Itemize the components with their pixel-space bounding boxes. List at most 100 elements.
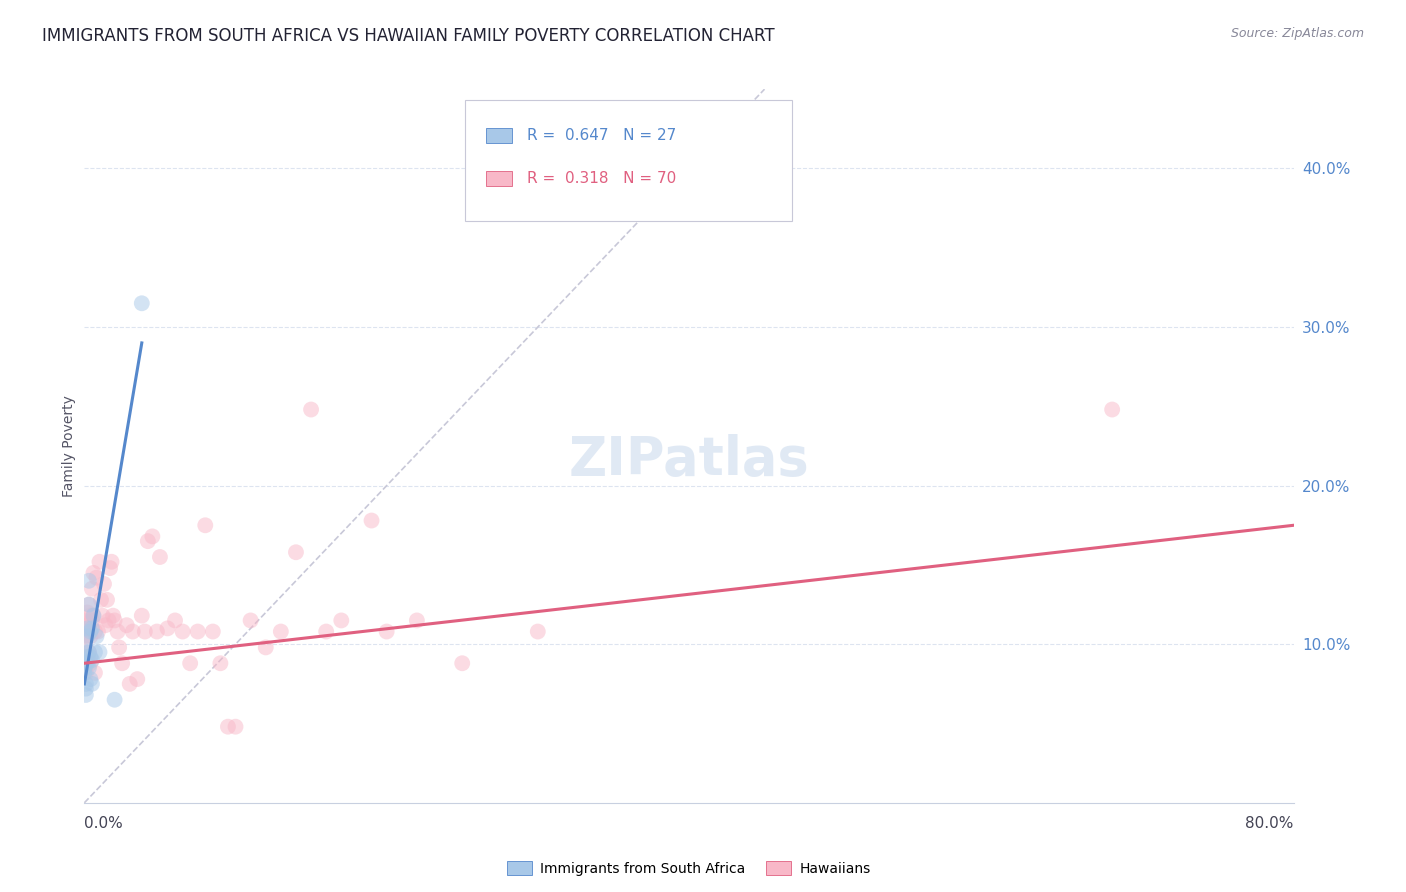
Point	[84, 665, 107, 680]
Point	[115, 618, 138, 632]
Point	[299, 402, 322, 417]
Point	[82, 608, 104, 623]
Point	[84, 624, 107, 639]
Point	[84, 645, 107, 659]
Point	[217, 720, 239, 734]
Point	[526, 624, 548, 639]
Point	[76, 629, 98, 643]
Point	[1101, 402, 1123, 417]
Point	[172, 624, 194, 639]
Point	[100, 555, 122, 569]
Point	[80, 621, 103, 635]
Point	[98, 561, 121, 575]
Point	[79, 624, 101, 639]
Point	[121, 624, 143, 639]
Point	[77, 661, 100, 675]
Point	[451, 657, 474, 671]
Bar	[486, 128, 512, 144]
Point	[330, 614, 353, 628]
Point	[76, 649, 98, 664]
Point	[76, 649, 98, 664]
Point	[156, 621, 179, 635]
Point	[80, 653, 103, 667]
Point	[209, 657, 232, 671]
Point	[86, 629, 108, 643]
Point	[86, 571, 108, 585]
Point	[76, 606, 98, 620]
Point	[131, 296, 153, 310]
Point	[76, 621, 98, 635]
Point	[73, 645, 96, 659]
Text: IMMIGRANTS FROM SOUTH AFRICA VS HAWAIIAN FAMILY POVERTY CORRELATION CHART: IMMIGRANTS FROM SOUTH AFRICA VS HAWAIIAN…	[42, 27, 775, 45]
Point	[225, 720, 247, 734]
Point	[104, 614, 127, 628]
Text: R =  0.647   N = 27: R = 0.647 N = 27	[527, 128, 676, 143]
Text: 0.0%: 0.0%	[84, 815, 124, 830]
Point	[80, 614, 103, 628]
Point	[131, 608, 153, 623]
Point	[77, 618, 100, 632]
Point	[96, 592, 118, 607]
Point	[146, 624, 169, 639]
Point	[75, 657, 97, 671]
Point	[360, 514, 382, 528]
Text: Source: ZipAtlas.com: Source: ZipAtlas.com	[1230, 27, 1364, 40]
Point	[91, 608, 114, 623]
Point	[73, 665, 96, 680]
Point	[406, 614, 429, 628]
Text: 80.0%: 80.0%	[1246, 815, 1294, 830]
Point	[315, 624, 337, 639]
Point	[108, 640, 131, 655]
Point	[127, 672, 149, 686]
Point	[75, 681, 97, 696]
Point	[75, 665, 97, 680]
Point	[73, 629, 96, 643]
Point	[104, 692, 127, 706]
Point	[201, 624, 224, 639]
Point	[107, 624, 129, 639]
Point	[80, 582, 103, 596]
Point	[77, 598, 100, 612]
Legend: Immigrants from South Africa, Hawaiians: Immigrants from South Africa, Hawaiians	[502, 855, 876, 881]
Point	[79, 657, 101, 671]
Point	[75, 645, 97, 659]
Point	[79, 649, 101, 664]
Point	[179, 657, 201, 671]
Point	[254, 640, 277, 655]
Point	[76, 621, 98, 635]
Point	[163, 614, 186, 628]
Text: R =  0.318   N = 70: R = 0.318 N = 70	[527, 171, 676, 186]
Point	[141, 529, 163, 543]
Point	[239, 614, 262, 628]
Point	[79, 608, 101, 623]
Point	[82, 608, 104, 623]
Point	[75, 657, 97, 671]
Point	[375, 624, 398, 639]
Text: ZIPatlas: ZIPatlas	[568, 434, 810, 486]
Point	[149, 549, 172, 564]
Point	[94, 618, 117, 632]
Point	[77, 645, 100, 659]
Point	[87, 624, 110, 639]
Point	[136, 534, 159, 549]
Point	[75, 677, 97, 691]
Y-axis label: Family Poverty: Family Poverty	[62, 395, 76, 497]
Point	[79, 672, 101, 686]
Point	[89, 555, 111, 569]
Point	[101, 608, 124, 623]
FancyBboxPatch shape	[465, 100, 792, 221]
Point	[270, 624, 292, 639]
Point	[97, 614, 120, 628]
Point	[75, 688, 97, 702]
Point	[77, 645, 100, 659]
Point	[89, 645, 111, 659]
Point	[93, 577, 115, 591]
Point	[90, 592, 112, 607]
Point	[118, 677, 141, 691]
Point	[284, 545, 308, 559]
Point	[79, 629, 101, 643]
Point	[75, 629, 97, 643]
Point	[134, 624, 156, 639]
Point	[75, 614, 97, 628]
Point	[77, 574, 100, 588]
